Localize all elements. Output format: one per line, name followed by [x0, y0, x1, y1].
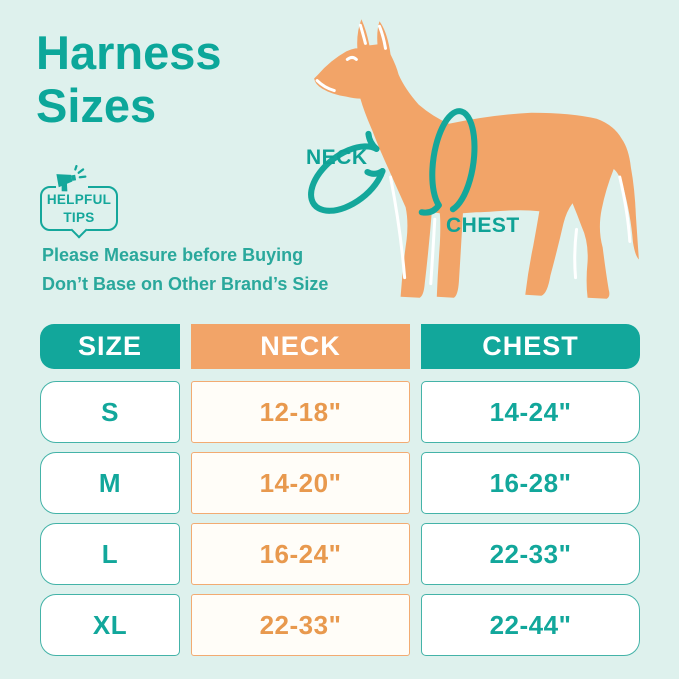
helpful-tips-label: HELPFUL TIPS — [46, 191, 112, 225]
cell-chest-s: 14-24" — [421, 381, 640, 443]
megaphone-icon — [56, 165, 87, 192]
measuring-note-line2: Don’t Base on Other Brand’s Size — [42, 274, 329, 294]
measuring-note-line1: Please Measure before Buying — [42, 245, 304, 265]
dog-detail-lines — [315, 23, 632, 286]
cell-neck-s: 12-18" — [191, 381, 410, 443]
chest-measure-loop — [418, 108, 478, 216]
badge-border-break — [56, 181, 88, 190]
measuring-note: Please Measure before Buying Don’t Base … — [42, 241, 328, 299]
dog-illustration — [308, 19, 639, 299]
cell-neck-xl: 22-33" — [191, 594, 410, 656]
page-title: Harness Sizes — [36, 26, 222, 133]
size-table: SIZE NECK CHEST S 12-18" 14-24" M 14-20"… — [40, 324, 640, 656]
cell-neck-m: 14-20" — [191, 452, 410, 514]
neck-measure-loop — [308, 130, 386, 214]
size-table-header: SIZE NECK CHEST — [40, 324, 640, 369]
col-header-size: SIZE — [40, 324, 180, 369]
cell-chest-xl: 22-44" — [421, 594, 640, 656]
cell-size-m: M — [40, 452, 180, 514]
cell-size-l: L — [40, 523, 180, 585]
cell-chest-m: 16-28" — [421, 452, 640, 514]
col-header-neck: NECK — [191, 324, 410, 369]
neck-measurement-label: NECK — [306, 146, 368, 169]
cell-size-s: S — [40, 381, 180, 443]
size-table-body: S 12-18" 14-24" M 14-20" 16-28" L 16-24"… — [40, 381, 640, 656]
col-header-chest: CHEST — [421, 324, 640, 369]
cell-neck-l: 16-24" — [191, 523, 410, 585]
cell-size-xl: XL — [40, 594, 180, 656]
chest-measurement-label: CHEST — [446, 214, 520, 237]
cell-chest-l: 22-33" — [421, 523, 640, 585]
